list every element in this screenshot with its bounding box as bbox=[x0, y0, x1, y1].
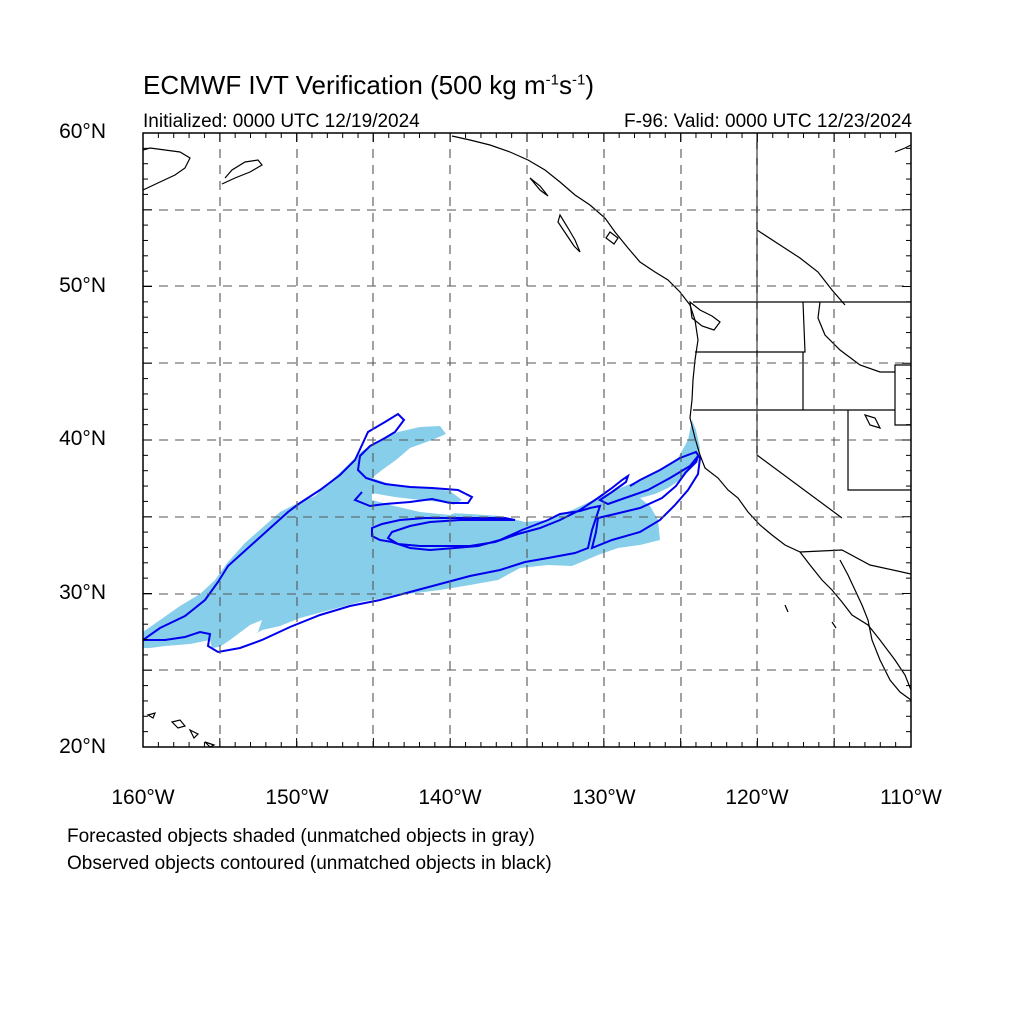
lon-label-140w: 140°W bbox=[418, 786, 482, 809]
lon-label-130w: 130°W bbox=[572, 786, 636, 809]
initialized-time: Initialized: 0000 UTC 12/19/2024 bbox=[143, 111, 420, 132]
lat-label-20n: 20°N bbox=[59, 735, 106, 758]
lon-label-110w: 110°W bbox=[880, 786, 942, 809]
valid-time: F-96: Valid: 0000 UTC 12/23/2024 bbox=[624, 111, 912, 132]
graticule bbox=[143, 133, 911, 747]
lon-label-160w: 160°W bbox=[111, 786, 175, 809]
footnote-forecast: Forecasted objects shaded (unmatched obj… bbox=[67, 826, 535, 847]
axis-ticks bbox=[142, 132, 912, 748]
coastline-layer bbox=[143, 133, 911, 747]
footnote-observed: Observed objects contoured (unmatched ob… bbox=[67, 853, 552, 874]
lat-label-50n: 50°N bbox=[59, 274, 106, 297]
observed-object-contour-southern bbox=[143, 450, 702, 654]
forecast-object-shading bbox=[143, 420, 700, 648]
lon-label-150w: 150°W bbox=[265, 786, 329, 809]
lat-label-60n: 60°N bbox=[59, 120, 106, 143]
lat-label-40n: 40°N bbox=[59, 427, 106, 450]
map-title: ECMWF IVT Verification (500 kg m-1s-1) bbox=[143, 70, 594, 100]
lon-label-120w: 120°W bbox=[725, 786, 789, 809]
lat-label-30n: 30°N bbox=[59, 581, 106, 604]
